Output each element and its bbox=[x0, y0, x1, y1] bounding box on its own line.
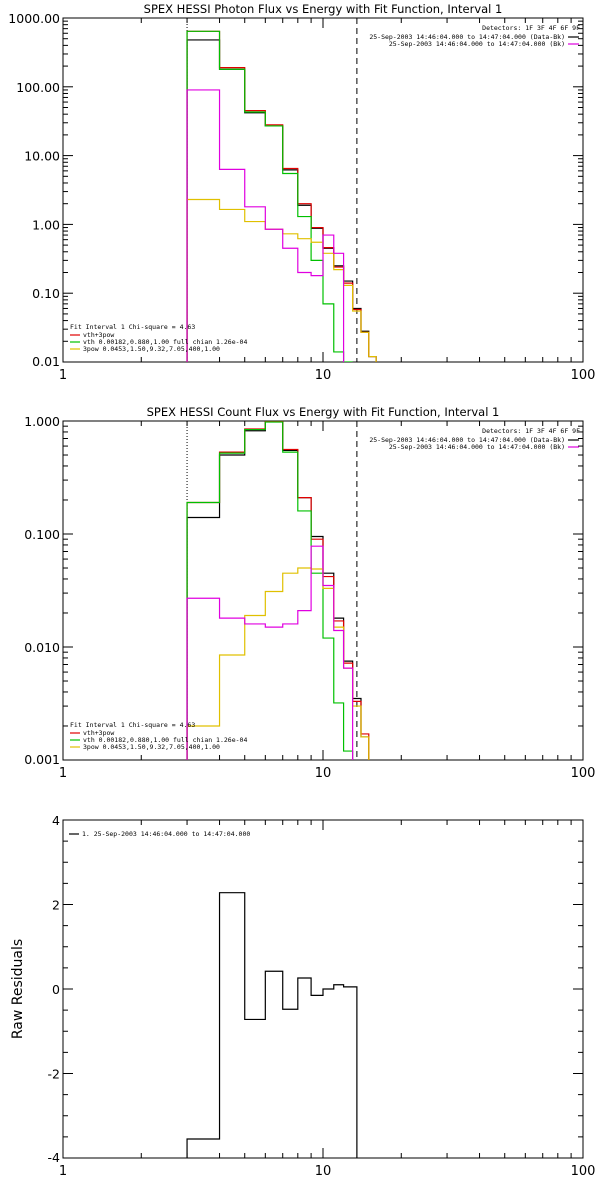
series-data-bk bbox=[186, 421, 370, 760]
legend-entry-label: vth+3pow bbox=[83, 331, 114, 339]
y-tick-label: 0 bbox=[52, 982, 60, 997]
y-tick-label: 0.100 bbox=[24, 527, 60, 542]
series-vth-3pow bbox=[186, 421, 370, 760]
series-vth bbox=[186, 30, 353, 362]
series-vth-3pow bbox=[186, 30, 377, 362]
x-tick-label: 1 bbox=[59, 766, 67, 781]
y-tick-label: 0.001 bbox=[24, 752, 60, 767]
y-tick-label: 1.00 bbox=[32, 217, 60, 232]
legend-detectors: Detectors: 1F 3F 4F 6F 9F bbox=[482, 427, 580, 435]
series-group bbox=[186, 30, 377, 362]
y-tick-label: 4 bbox=[52, 813, 60, 828]
fit-chi-square-label: Fit Interval 1 Chi-square = 4.63 bbox=[70, 323, 195, 331]
x-tick-label: 10 bbox=[315, 368, 332, 383]
legend-entry-label: vth 0.00182,0.880,1.00 full chian 1.26e-… bbox=[83, 736, 247, 744]
legend-entry-label: 25-Sep-2003 14:46:04.000 to 14:47:04.000… bbox=[369, 33, 565, 41]
y-tick-label: 0.010 bbox=[24, 640, 60, 655]
legend-entry-label: vth 0.00182,0.880,1.00 full chian 1.26e-… bbox=[83, 338, 247, 346]
legend-entry-label: 1. 25-Sep-2003 14:46:04.000 to 14:47:04.… bbox=[82, 830, 250, 838]
chart-title: SPEX HESSI Photon Flux vs Energy with Fi… bbox=[144, 2, 503, 16]
y-tick-label: 0.01 bbox=[32, 354, 60, 369]
y-tick-label: 1.000 bbox=[24, 414, 60, 429]
series-group bbox=[186, 421, 370, 760]
chart-3: 1 10 100 -4 -2 0 2 4 Raw Residuals 1. 25-Sep-2003… bbox=[10, 813, 595, 1179]
axes-frame bbox=[62, 17, 584, 363]
x-tick-label: 10 bbox=[315, 1164, 332, 1179]
y-tick-label: -4 bbox=[48, 1150, 61, 1165]
series-vth bbox=[186, 421, 354, 760]
x-tick-label: 1 bbox=[59, 1164, 67, 1179]
series-bk bbox=[186, 89, 345, 362]
x-tick-label: 1 bbox=[59, 368, 67, 383]
series-3pow bbox=[186, 567, 370, 760]
y-tick-label: 100.00 bbox=[16, 80, 60, 95]
series-bk bbox=[186, 545, 354, 760]
legend-entry-label: 25-Sep-2003 14:46:04.000 to 14:47:04.000… bbox=[369, 436, 565, 444]
series-3pow bbox=[186, 198, 377, 362]
legend-entry-label: 25-Sep-2003 14:46:04.000 to 14:47:04.000… bbox=[389, 443, 565, 451]
chart-1: SPEX HESSI Photon Flux vs Energy with Fi… bbox=[8, 2, 595, 383]
series-data-bk bbox=[186, 39, 377, 362]
y-tick-label: 10.00 bbox=[24, 149, 60, 164]
y-axis-label: Raw Residuals bbox=[10, 939, 26, 1039]
y-tick-label: 0.10 bbox=[32, 286, 60, 301]
legend-entry-label: vth+3pow bbox=[83, 729, 114, 737]
y-tick-label: 1000.00 bbox=[8, 11, 60, 26]
legend-entry-label: 3pow 0.0453,1.50,9.32,7.05,400,1.00 bbox=[83, 345, 220, 353]
legend-entry-label: 3pow 0.0453,1.50,9.32,7.05,400,1.00 bbox=[83, 743, 220, 751]
x-tick-label: 100 bbox=[571, 766, 596, 781]
legend-entry-label: 25-Sep-2003 14:46:04.000 to 14:47:04.000… bbox=[389, 40, 565, 48]
x-tick-label: 100 bbox=[571, 368, 596, 383]
series-group bbox=[186, 892, 358, 1158]
x-tick-label: 10 bbox=[315, 766, 332, 781]
x-tick-label: 100 bbox=[571, 1164, 596, 1179]
series-residuals bbox=[186, 892, 358, 1158]
y-tick-label: -2 bbox=[48, 1067, 60, 1082]
y-tick-label: 2 bbox=[52, 898, 60, 913]
fit-chi-square-label: Fit Interval 1 Chi-square = 4.63 bbox=[70, 721, 195, 729]
chart-2: SPEX HESSI Count Flux vs Energy with Fit… bbox=[24, 405, 595, 781]
chart-title: SPEX HESSI Count Flux vs Energy with Fit… bbox=[147, 405, 500, 419]
legend-detectors: Detectors: 1F 3F 4F 6F 9F bbox=[482, 24, 580, 32]
